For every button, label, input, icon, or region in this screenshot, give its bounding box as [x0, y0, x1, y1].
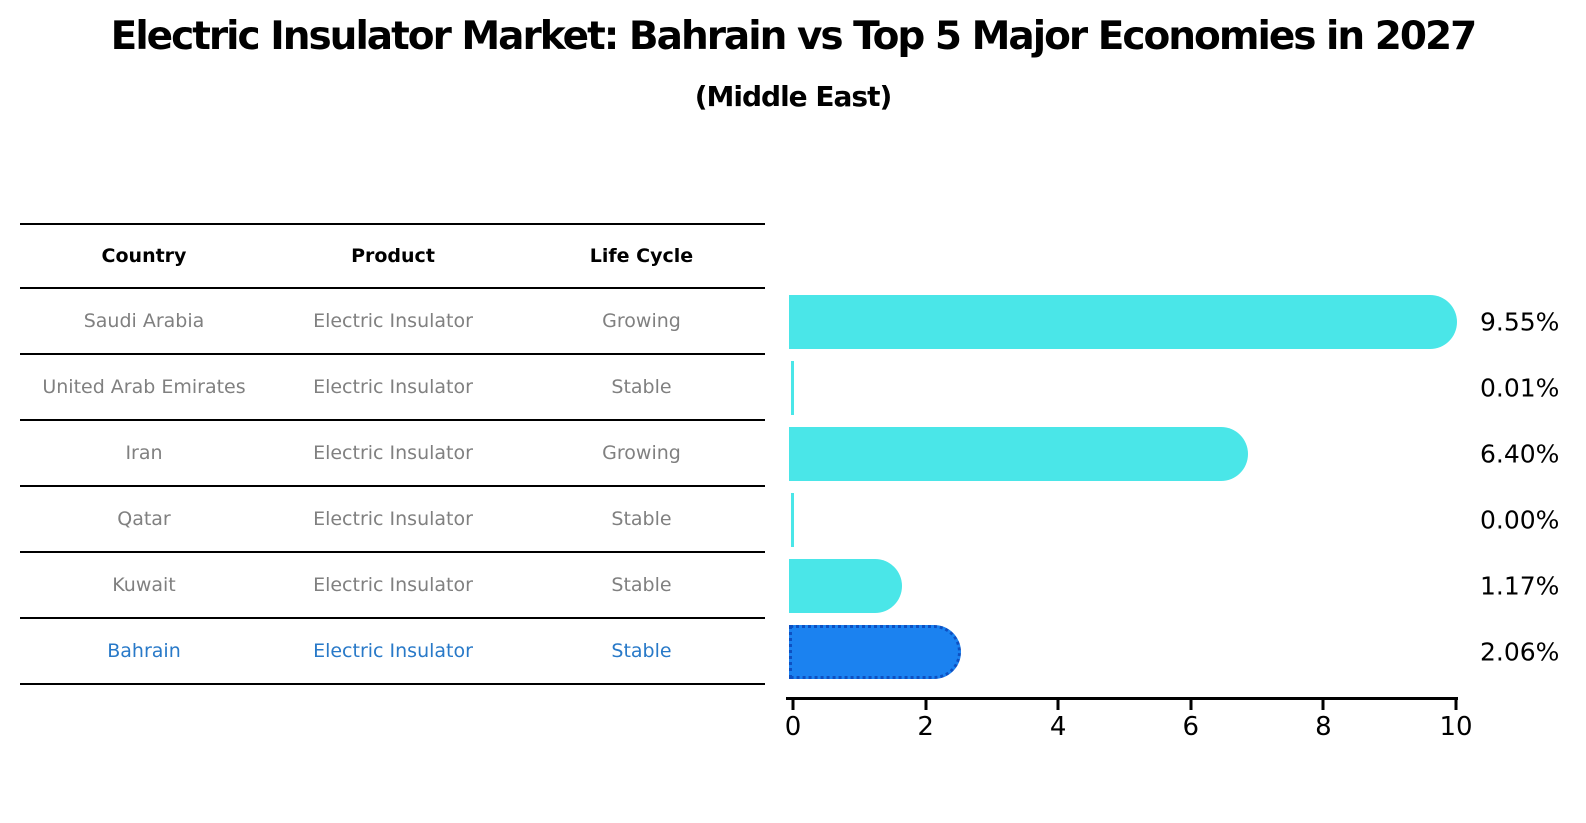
country-cell: Kuwait	[112, 574, 176, 596]
table-row-qatar: Qatar Electric Insulator Stable	[20, 487, 765, 553]
bar-kuwait	[789, 559, 902, 613]
column-header-product: Product	[351, 245, 435, 267]
lifecycle-cell: Growing	[602, 310, 681, 332]
bar-bahrain	[789, 625, 961, 679]
value-label-united-arab-emirates: 0.01%	[1480, 373, 1560, 403]
x-axis-tick-label-10: 10	[1439, 712, 1473, 742]
table-row-kuwait: Kuwait Electric Insulator Stable	[20, 553, 765, 619]
product-cell: Electric Insulator	[313, 508, 473, 530]
column-header-country: Country	[101, 245, 187, 267]
table-header-row: Country Product Life Cycle	[20, 223, 765, 289]
value-label-iran: 6.40%	[1480, 439, 1560, 469]
country-cell: United Arab Emirates	[42, 376, 246, 398]
x-axis-tick-0	[791, 700, 795, 710]
value-label-qatar: 0.00%	[1480, 505, 1560, 535]
x-axis-tick-label-8: 8	[1315, 712, 1332, 742]
country-cell: Saudi Arabia	[83, 310, 205, 332]
country-cell: Iran	[125, 442, 163, 464]
table-row-united-arab-emirates: United Arab Emirates Electric Insulator St…	[20, 355, 765, 421]
bar-qatar	[791, 493, 794, 547]
product-cell: Electric Insulator	[313, 376, 473, 398]
table-row-bahrain: Bahrain Electric Insulator Stable	[20, 619, 765, 685]
lifecycle-cell: Stable	[611, 574, 672, 596]
x-axis-tick-4	[1056, 700, 1060, 710]
x-axis-tick-label-4: 4	[1049, 712, 1067, 742]
lifecycle-cell: Stable	[611, 640, 672, 662]
product-cell: Electric Insulator	[313, 574, 473, 596]
table-row-saudi-arabia: Saudi Arabia Electric Insulator Growing	[20, 289, 765, 355]
x-axis-tick-label-2: 2	[917, 712, 934, 742]
product-cell: Electric Insulator	[313, 640, 473, 662]
value-label-saudi-arabia: 9.55%	[1480, 307, 1560, 337]
table-body: Saudi Arabia Electric Insulator Growing Uni…	[20, 289, 765, 685]
x-axis-tick-10	[1454, 700, 1458, 710]
chart-subtitle: (Middle East)	[694, 80, 893, 113]
lifecycle-cell: Growing	[602, 442, 681, 464]
value-label-kuwait: 1.17%	[1480, 571, 1560, 601]
value-label-bahrain: 2.06%	[1480, 637, 1560, 667]
country-info-table: Country Product Life Cycle Saudi Arabia E…	[20, 223, 765, 685]
lifecycle-cell: Stable	[611, 376, 672, 398]
x-axis-tick-2	[924, 700, 928, 710]
country-cell: Bahrain	[107, 640, 181, 662]
x-axis-tick-8	[1321, 700, 1325, 710]
column-header-lifecycle: Life Cycle	[589, 245, 694, 267]
country-cell: Qatar	[117, 508, 171, 530]
lifecycle-cell: Stable	[611, 508, 672, 530]
bar-iran	[789, 427, 1249, 481]
x-axis-tick-label-6: 6	[1182, 712, 1200, 742]
x-axis-line	[786, 697, 1458, 700]
bar-united-arab-emirates	[791, 361, 794, 415]
product-cell: Electric Insulator	[313, 442, 473, 464]
x-axis-tick-6	[1189, 700, 1193, 710]
x-axis-tick-label-0: 0	[784, 712, 802, 742]
chart-title: Electric Insulator Market: Bahrain vs To…	[110, 14, 1478, 59]
product-cell: Electric Insulator	[313, 310, 473, 332]
table-row-iran: Iran Electric Insulator Growing	[20, 421, 765, 487]
bar-saudi-arabia	[789, 295, 1458, 349]
